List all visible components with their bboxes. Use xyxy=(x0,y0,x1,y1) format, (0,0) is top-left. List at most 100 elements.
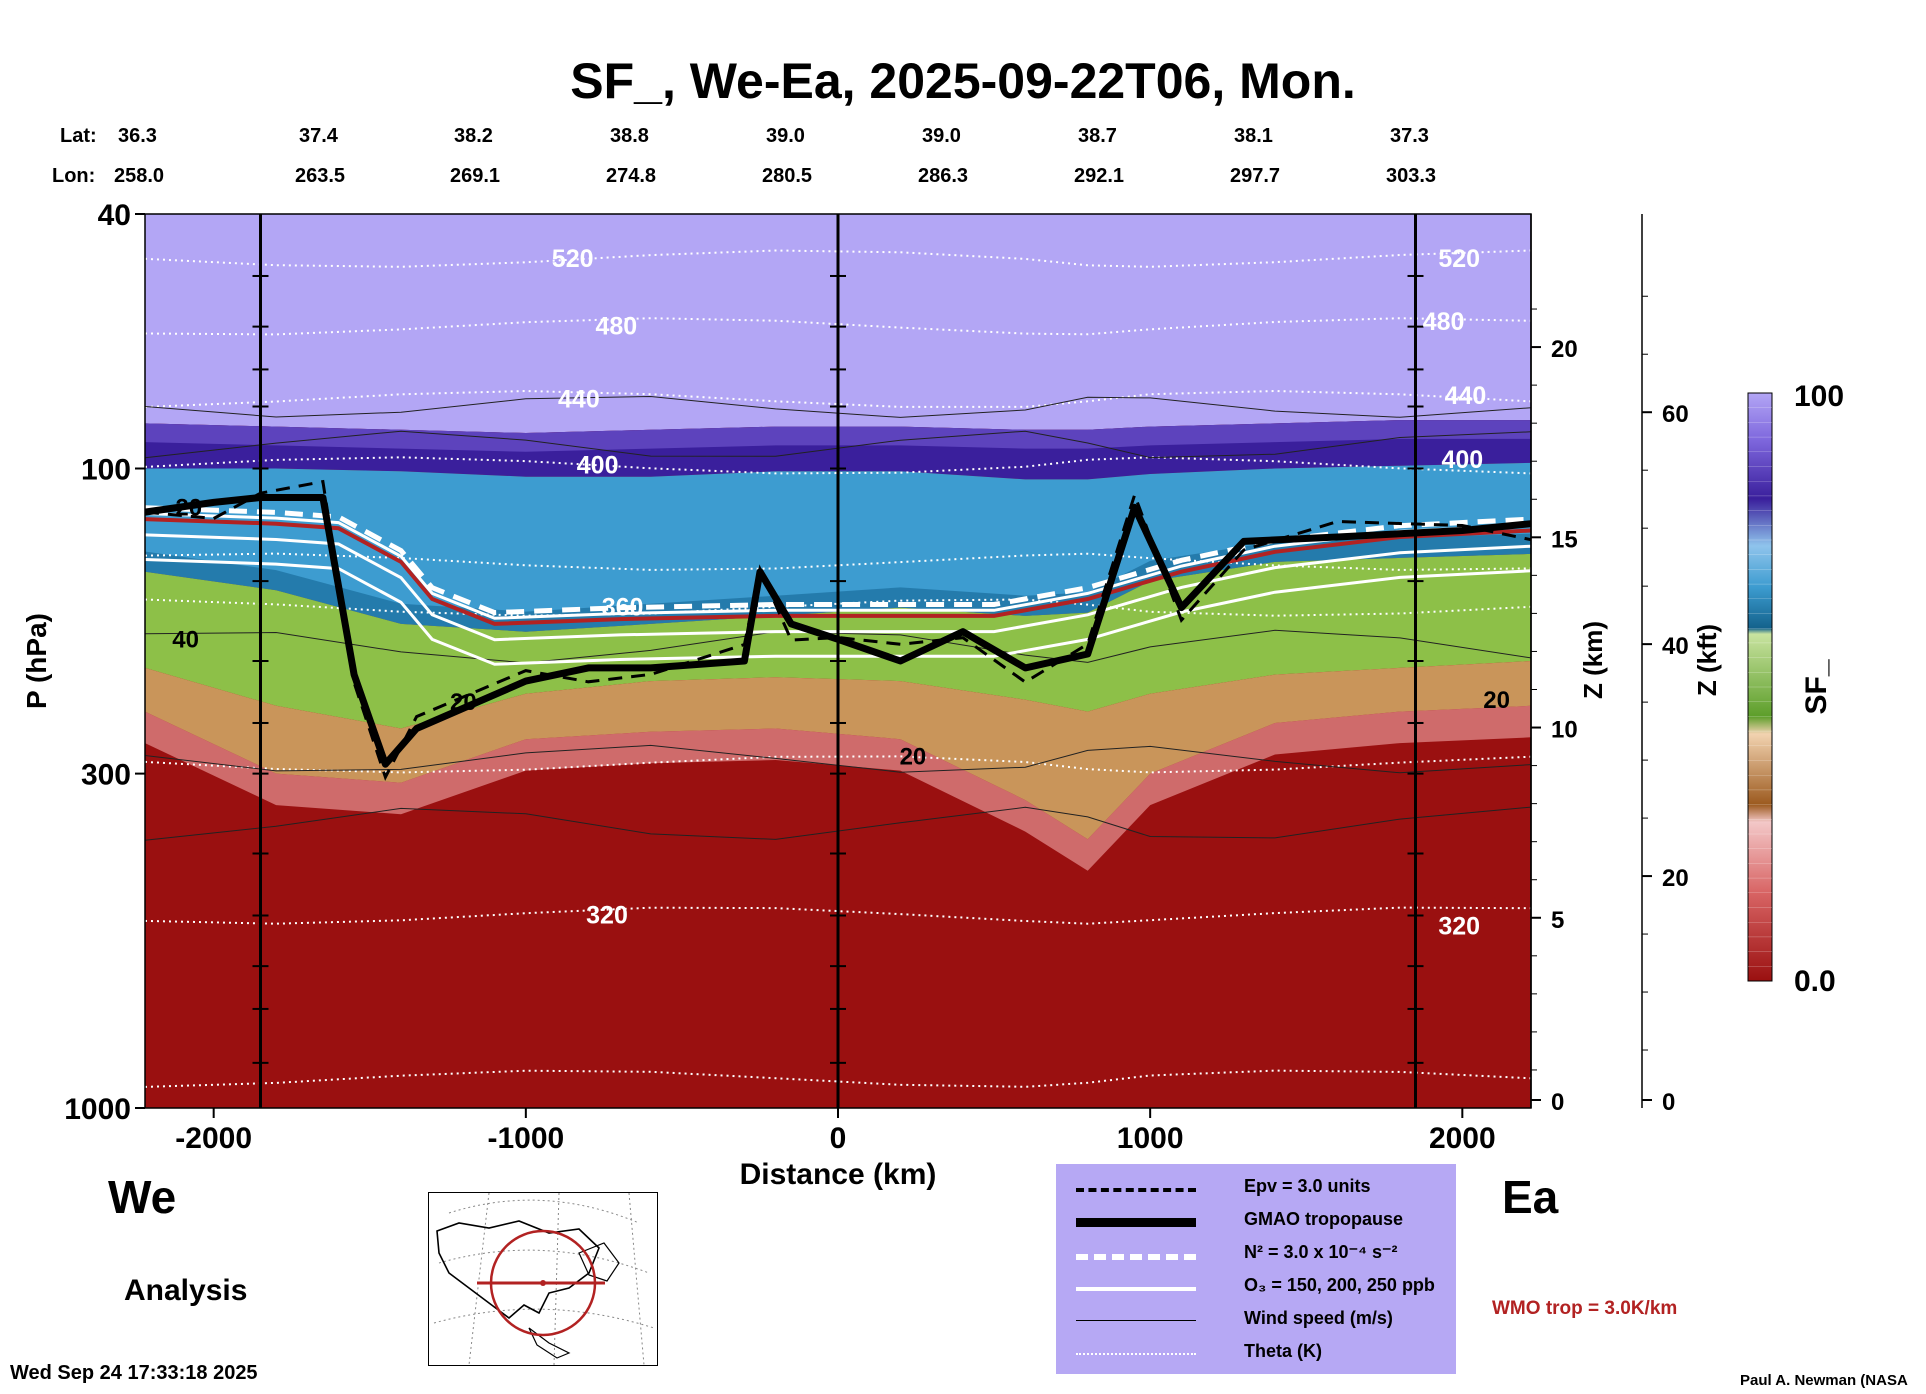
colorbar: 100 0.0 SF_ xyxy=(1747,380,1844,998)
wind-label: 20 xyxy=(175,494,202,521)
theta-label: 360 xyxy=(602,594,644,622)
ozone-line xyxy=(144,533,1532,642)
z-kft-tick-label: 20 xyxy=(1662,865,1689,892)
wind-label: 20 xyxy=(900,743,927,770)
lat-value: 38.2 xyxy=(454,125,493,147)
lat-value: 36.3 xyxy=(118,125,157,147)
legend: Epv = 3.0 units GMAO tropopause N² = 3.0 x… xyxy=(1056,1164,1456,1374)
east-label: Ea xyxy=(1502,1171,1559,1223)
wind-speed-line xyxy=(144,744,1532,774)
theta-label: 520 xyxy=(1438,245,1480,273)
legend-swatch xyxy=(1076,1218,1196,1227)
z-km-tick-label: 15 xyxy=(1551,526,1578,553)
lat-value: 38.1 xyxy=(1234,125,1273,147)
theta-line xyxy=(144,1069,1532,1088)
lon-value: 280.5 xyxy=(762,165,813,187)
theta-line xyxy=(144,389,1532,408)
map-icon xyxy=(433,1192,655,1366)
wind-speed-line xyxy=(144,430,1532,459)
lon-value: 263.5 xyxy=(295,165,346,187)
legend-swatch xyxy=(1076,1320,1196,1321)
lon-value: 258.0 xyxy=(114,165,165,187)
y-axis-label: P (hPa) xyxy=(21,613,52,709)
z-km-tick-label: 10 xyxy=(1551,717,1578,744)
legend-label: Wind speed (m/s) xyxy=(1244,1308,1393,1328)
legend-item: GMAO tropopause xyxy=(1076,1207,1446,1237)
z-km-tick-label: 20 xyxy=(1551,336,1578,363)
lat-value: 39.0 xyxy=(922,125,961,147)
z-kft-tick-label: 60 xyxy=(1662,401,1689,428)
lon-label: Lon: xyxy=(52,165,96,187)
theta-label: 320 xyxy=(1438,912,1480,940)
wmo-trop-label: WMO trop = 3.0K/km xyxy=(1492,1298,1678,1319)
lat-value: 37.4 xyxy=(299,125,338,147)
lon-value: 297.7 xyxy=(1230,165,1281,187)
location-map-inset xyxy=(428,1192,658,1366)
y-tick-label: 1000 xyxy=(64,1093,131,1126)
lon-value: 269.1 xyxy=(450,165,501,187)
x-tick-label: -2000 xyxy=(175,1122,252,1155)
theta-label: 480 xyxy=(596,313,638,341)
lat-label: Lat: xyxy=(60,125,97,147)
y-tick-label: 100 xyxy=(81,453,131,486)
colorbar-min-label: 0.0 xyxy=(1794,965,1836,998)
theta-label: 320 xyxy=(586,901,628,929)
z-km-tick-label: 5 xyxy=(1551,907,1564,934)
theta-label: 440 xyxy=(558,385,600,413)
wind-speed-line xyxy=(144,806,1532,841)
theta-line xyxy=(144,598,1532,617)
timestamp: Wed Sep 24 17:33:18 2025 xyxy=(10,1362,258,1384)
lat-value: 38.8 xyxy=(610,125,649,147)
lon-value: 286.3 xyxy=(918,165,969,187)
x-tick-label: 0 xyxy=(830,1122,847,1155)
lat-value: 37.3 xyxy=(1390,125,1429,147)
lon-value: 303.3 xyxy=(1386,165,1437,187)
x-tick-label: 1000 xyxy=(1117,1122,1184,1155)
z-km-axis-label: Z (km) xyxy=(1578,621,1608,699)
z-km-tick-label: 0 xyxy=(1551,1089,1564,1116)
legend-label: Epv = 3.0 units xyxy=(1244,1176,1371,1196)
ozone-line xyxy=(144,512,1532,620)
z-kft-tick-label: 40 xyxy=(1662,633,1689,660)
legend-item: N² = 3.0 x 10⁻⁴ s⁻² xyxy=(1076,1240,1446,1270)
theta-line xyxy=(144,755,1532,774)
theta-label: 480 xyxy=(1423,308,1465,336)
analysis-label: Analysis xyxy=(124,1274,248,1307)
colorbar-max-label: 100 xyxy=(1794,380,1844,413)
wind-label: 20 xyxy=(1483,687,1510,714)
legend-item: Theta (K) xyxy=(1076,1339,1446,1369)
theta-label: 440 xyxy=(1445,382,1487,410)
legend-label: O₃ = 150, 200, 250 ppb xyxy=(1244,1275,1435,1295)
legend-item: O₃ = 150, 200, 250 ppb xyxy=(1076,1273,1446,1303)
wind-speed-line xyxy=(144,629,1532,664)
wind-label: 20 xyxy=(450,689,477,716)
band-tan xyxy=(145,661,1531,840)
x-tick-label: -1000 xyxy=(487,1122,564,1155)
lon-value: 292.1 xyxy=(1074,165,1125,187)
legend-item: Epv = 3.0 units xyxy=(1076,1174,1446,1204)
wind-label: 40 xyxy=(172,626,199,653)
gmao-tropopause-line xyxy=(144,494,1532,768)
legend-label: N² = 3.0 x 10⁻⁴ s⁻² xyxy=(1244,1242,1398,1262)
x-axis-label: Distance (km) xyxy=(740,1158,937,1191)
colorbar-label: SF_ xyxy=(1800,659,1833,714)
legend-swatch xyxy=(1076,1188,1196,1192)
legend-label: Theta (K) xyxy=(1244,1341,1322,1361)
y-tick-label: 40 xyxy=(98,199,131,232)
lat-value: 38.7 xyxy=(1078,125,1117,147)
legend-swatch xyxy=(1076,1287,1196,1291)
legend-swatch xyxy=(1076,1254,1196,1260)
y-tick-label: 300 xyxy=(81,759,131,792)
chart-title: SF_, We-Ea, 2025-09-22T06, Mon. xyxy=(570,53,1356,109)
wind-speed-line xyxy=(144,395,1532,418)
legend-item: Wind speed (m/s) xyxy=(1076,1306,1446,1336)
lat-value: 39.0 xyxy=(766,125,805,147)
plot-overlays: 520 480 440 400 360 320 520 480 440 400 320 20 40 20 2… xyxy=(144,214,1532,1108)
theta-label: 400 xyxy=(577,452,619,480)
legend-label: GMAO tropopause xyxy=(1244,1209,1404,1229)
x-tick-label: 2000 xyxy=(1429,1122,1496,1155)
ozone-line xyxy=(144,558,1532,666)
legend-swatch xyxy=(1076,1353,1196,1355)
